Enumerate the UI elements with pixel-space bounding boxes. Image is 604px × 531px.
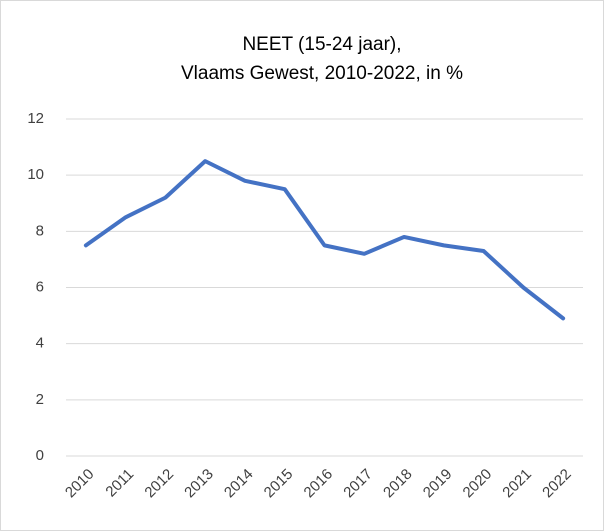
y-tick-label: 6 xyxy=(36,278,44,295)
y-tick-label: 0 xyxy=(36,447,44,464)
y-tick-label: 2 xyxy=(36,391,44,408)
y-tick-label: 10 xyxy=(27,166,44,183)
y-tick-label: 4 xyxy=(36,335,44,352)
data-line xyxy=(83,159,566,321)
y-tick-label: 8 xyxy=(36,222,44,239)
chart-title: NEET (15-24 jaar), xyxy=(242,34,401,55)
y-tick-label: 12 xyxy=(27,110,44,127)
chart-subtitle: Vlaams Gewest, 2010-2022, in % xyxy=(181,63,463,84)
